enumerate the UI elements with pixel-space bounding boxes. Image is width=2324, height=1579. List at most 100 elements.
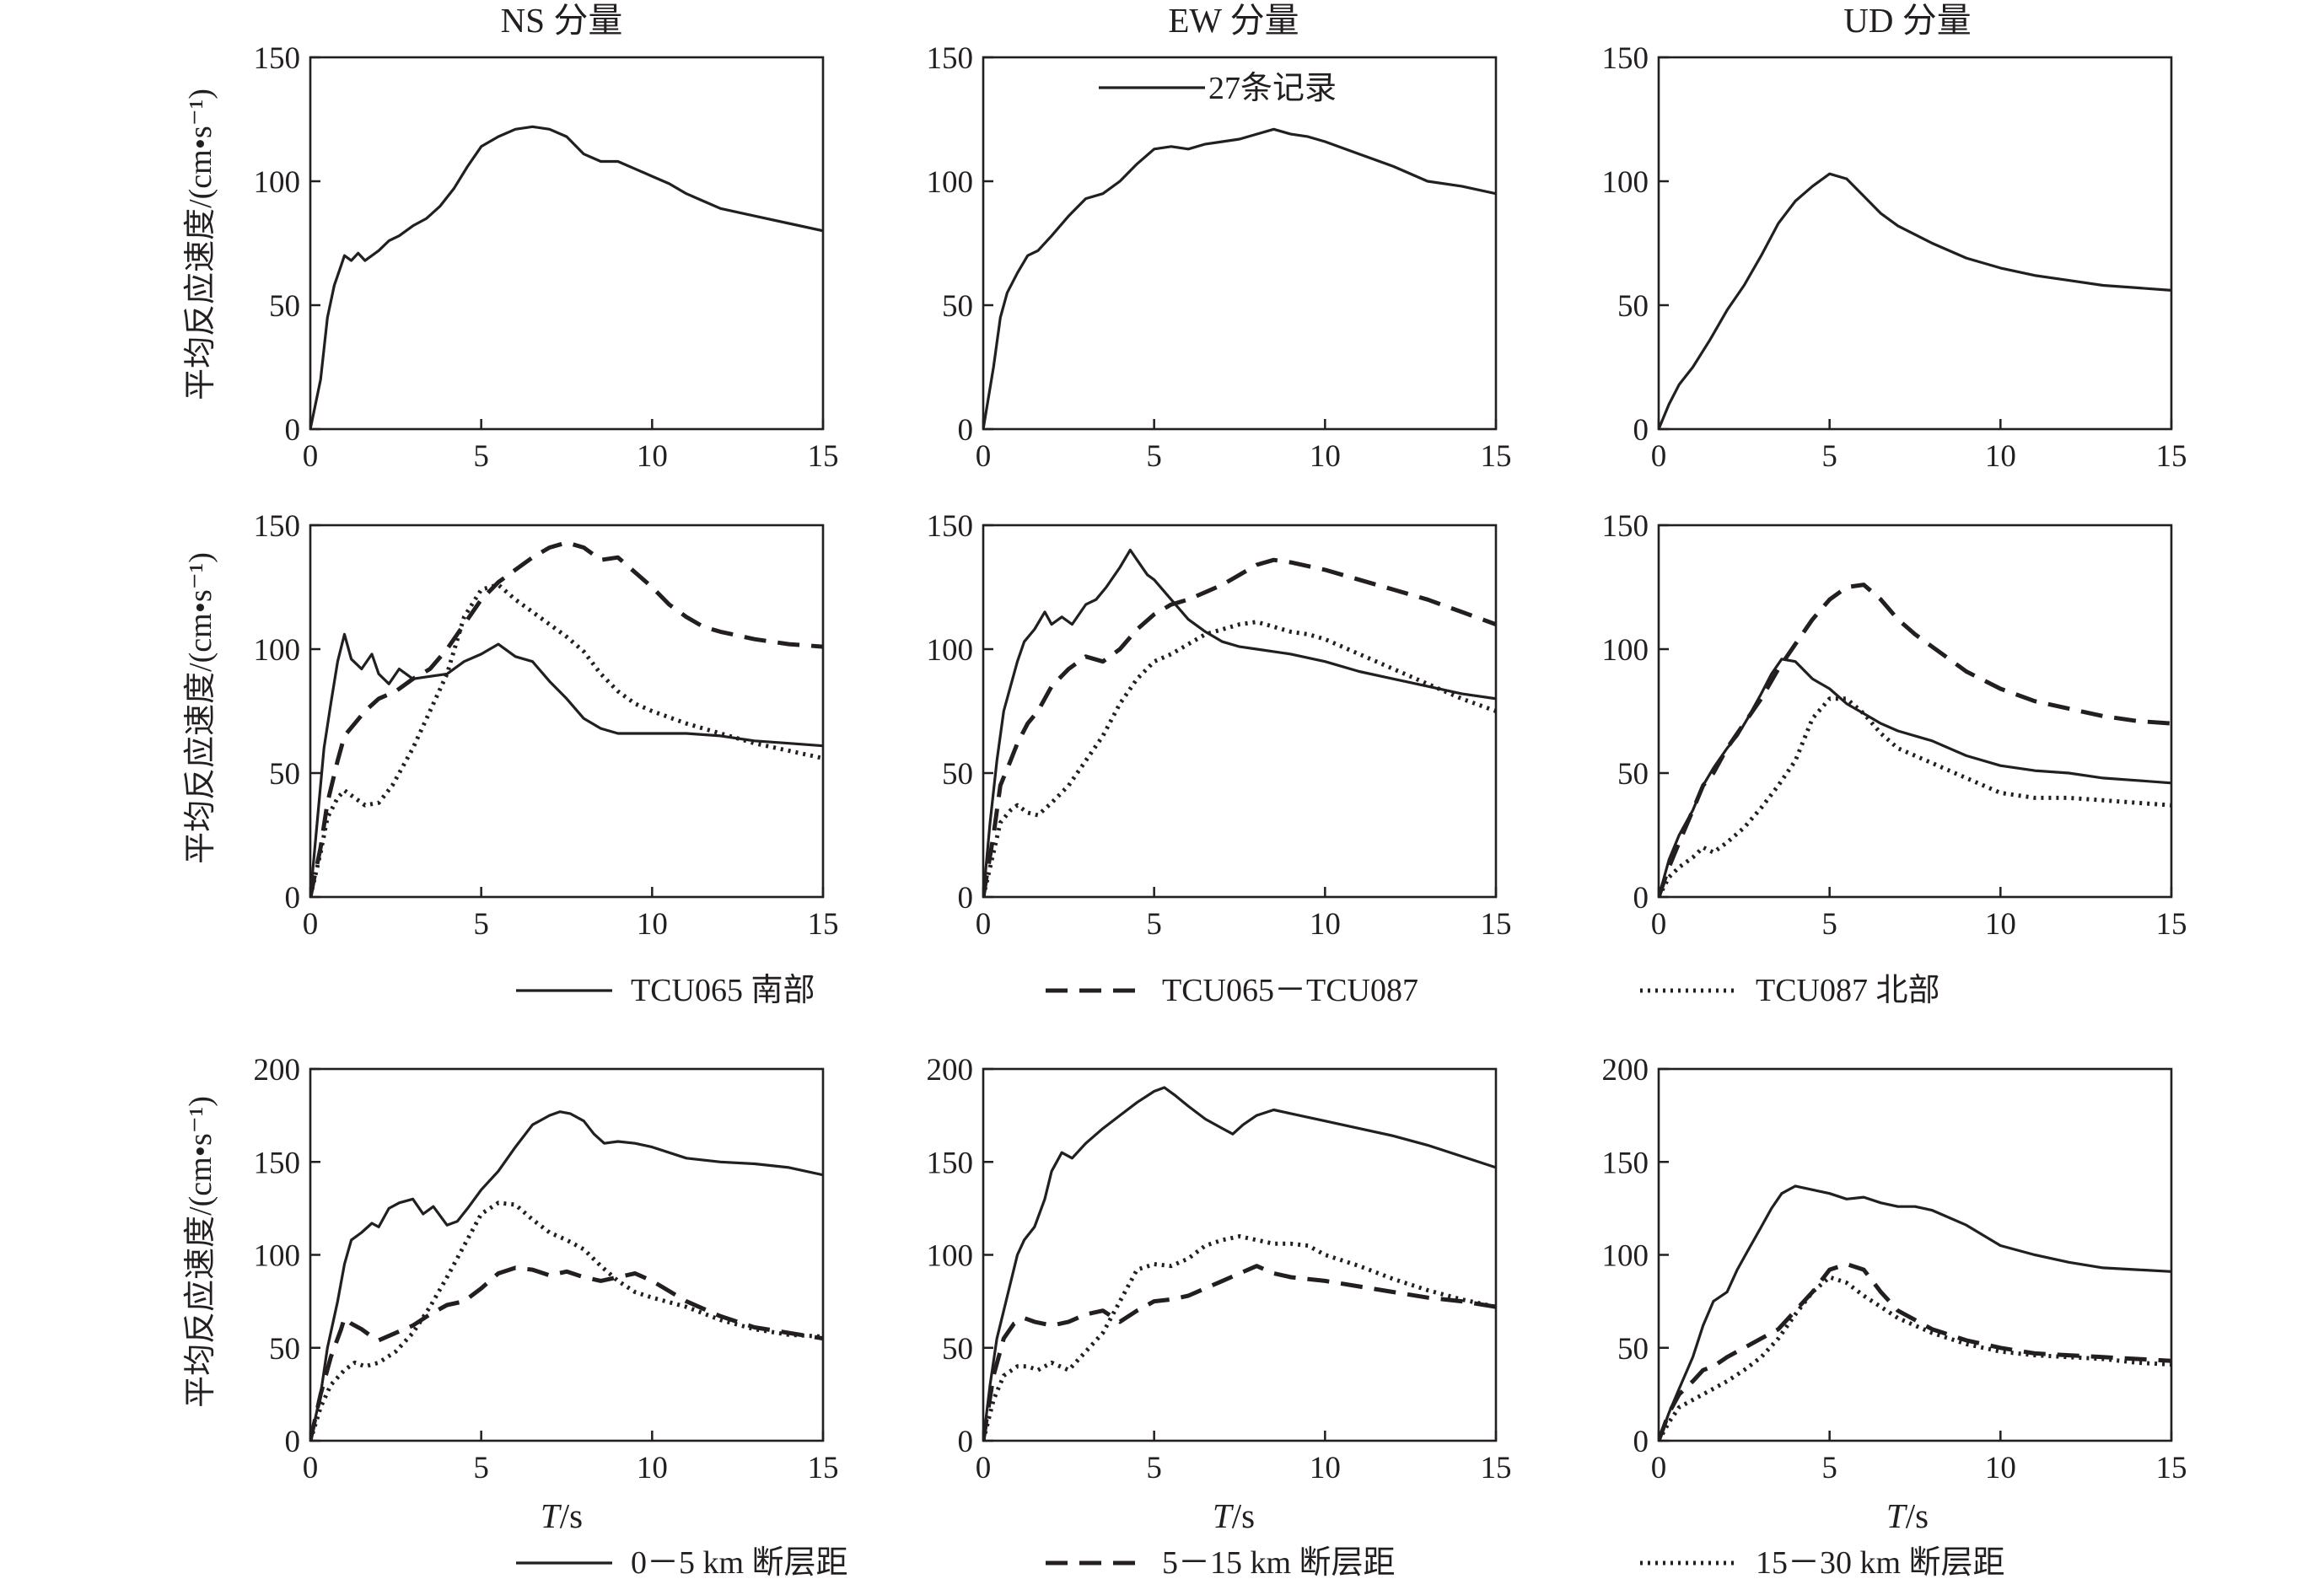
series-line-solid bbox=[1659, 172, 2171, 430]
y-axis-label-row-2: 平均反应速度/(cm•s⁻¹) bbox=[183, 552, 218, 864]
x-tick-label: 0 bbox=[976, 1451, 992, 1485]
plot-frame bbox=[1657, 56, 2173, 431]
plot-frame bbox=[982, 56, 1498, 431]
series-line-dashed bbox=[1659, 583, 2171, 898]
x-tick-label: 10 bbox=[637, 1451, 668, 1485]
plot-frame bbox=[309, 1067, 825, 1442]
y-tick-label: 0 bbox=[285, 881, 301, 916]
chart-panel-r2c2: 0 50 100 150 0 5 10 15 bbox=[927, 509, 1512, 942]
x-tick-label: 5 bbox=[1821, 907, 1837, 942]
x-tick-label: 10 bbox=[1310, 1451, 1341, 1485]
x-tick-label: 10 bbox=[1310, 907, 1341, 942]
y-tick-label: 50 bbox=[269, 289, 300, 324]
legend-label-5-15km: 5－15 km 断层距 bbox=[1162, 1545, 1396, 1579]
y-tick-label: 150 bbox=[927, 509, 974, 544]
x-tick-label: 0 bbox=[976, 439, 992, 474]
plot-frame bbox=[982, 1067, 1498, 1442]
x-tick-label: 15 bbox=[808, 907, 839, 942]
x-tick-label: 5 bbox=[1821, 1451, 1837, 1485]
x-tick-label: 15 bbox=[1481, 1451, 1512, 1485]
series-line-dashed bbox=[310, 540, 823, 898]
x-tick-label: 5 bbox=[1146, 439, 1162, 474]
x-tick-label: 10 bbox=[1985, 439, 2016, 474]
series-line-solid bbox=[1659, 1184, 2171, 1442]
x-tick-label: 5 bbox=[1821, 439, 1837, 474]
y-tick-label: 100 bbox=[1602, 165, 1649, 200]
series-line-solid bbox=[310, 1110, 823, 1442]
x-tick-label: 15 bbox=[1481, 439, 1512, 474]
series-line-solid bbox=[1659, 658, 2171, 898]
y-axis-label-row-3: 平均反应速度/(cm•s⁻¹) bbox=[183, 1096, 218, 1408]
y-tick-label: 50 bbox=[942, 289, 973, 324]
series-line-solid bbox=[983, 548, 1496, 898]
series-line-solid bbox=[310, 125, 823, 430]
x-tick-label: 10 bbox=[637, 439, 668, 474]
series-line-dotted bbox=[310, 583, 823, 898]
chart-panel-r1c3: 0 50 100 150 0 5 10 15 bbox=[1602, 41, 2187, 474]
y-tick-label: 0 bbox=[1633, 1425, 1649, 1459]
series-line-dashed bbox=[310, 1265, 823, 1442]
series-line-solid bbox=[983, 1086, 1496, 1442]
series-line-dotted bbox=[1659, 696, 2171, 899]
plot-frame bbox=[309, 56, 825, 431]
y-tick-label: 0 bbox=[285, 413, 301, 448]
y-tick-label: 0 bbox=[958, 413, 974, 448]
x-axis-label-col-1: T/s bbox=[541, 1496, 583, 1535]
chart-panel-r1c1: 0 50 100 150 0 5 10 15 bbox=[254, 41, 839, 474]
y-tick-label: 50 bbox=[942, 757, 973, 792]
legend-label-0-5km: 0－5 km 断层距 bbox=[631, 1545, 848, 1579]
y-tick-label: 100 bbox=[1602, 1239, 1649, 1274]
chart-panel-r2c1: 0 50 100 150 0 5 10 15 bbox=[254, 509, 839, 942]
x-tick-label: 15 bbox=[1481, 907, 1512, 942]
series-line-solid bbox=[983, 127, 1496, 430]
x-tick-label: 15 bbox=[2156, 439, 2187, 474]
y-tick-label: 150 bbox=[1602, 41, 1649, 76]
series-line-dashed bbox=[983, 1264, 1496, 1442]
chart-panel-r2c3: 0 50 100 150 0 5 10 15 bbox=[1602, 509, 2187, 942]
plot-frame bbox=[1657, 524, 2173, 899]
y-tick-label: 0 bbox=[958, 881, 974, 916]
y-tick-label: 100 bbox=[927, 165, 974, 200]
chart-panel-r3c3: 0 50 100 150 200 0 5 10 15 bbox=[1602, 1053, 2187, 1485]
x-tick-label: 5 bbox=[1146, 907, 1162, 942]
x-tick-label: 0 bbox=[303, 907, 319, 942]
x-tick-label: 10 bbox=[1310, 439, 1341, 474]
y-tick-label: 50 bbox=[1617, 289, 1649, 324]
y-tick-label: 200 bbox=[254, 1053, 301, 1088]
x-tick-label: 0 bbox=[303, 439, 319, 474]
y-tick-label: 200 bbox=[1602, 1053, 1649, 1088]
x-tick-label: 10 bbox=[1985, 907, 2016, 942]
x-axis-label-col-2: T/s bbox=[1213, 1496, 1255, 1535]
x-tick-label: 0 bbox=[1651, 907, 1667, 942]
y-tick-label: 0 bbox=[958, 1425, 974, 1459]
column-title-ud: UD 分量 bbox=[1843, 1, 1971, 40]
chart-panel-r1c2: 0 50 100 150 0 5 10 15 27条记录 bbox=[927, 41, 1512, 474]
y-tick-label: 50 bbox=[269, 1332, 300, 1367]
series-line-dashed bbox=[1659, 1262, 2171, 1442]
x-tick-label: 0 bbox=[303, 1451, 319, 1485]
plot-frame bbox=[1657, 1067, 2173, 1442]
y-axis-label-row-1: 平均反应速度/(cm•s⁻¹) bbox=[183, 89, 218, 400]
x-tick-label: 10 bbox=[1985, 1451, 2016, 1485]
y-tick-label: 150 bbox=[927, 1146, 974, 1180]
plot-frame bbox=[982, 524, 1498, 899]
x-tick-label: 10 bbox=[637, 907, 668, 942]
y-tick-label: 50 bbox=[1617, 1332, 1649, 1367]
series-line-dashed bbox=[983, 557, 1496, 898]
x-tick-label: 15 bbox=[2156, 907, 2187, 942]
x-tick-label: 5 bbox=[1146, 1451, 1162, 1485]
series-line-dotted bbox=[983, 1234, 1496, 1442]
x-tick-label: 15 bbox=[808, 1451, 839, 1485]
x-tick-label: 15 bbox=[2156, 1451, 2187, 1485]
series-line-solid bbox=[310, 632, 823, 898]
x-tick-label: 15 bbox=[808, 439, 839, 474]
y-tick-label: 0 bbox=[1633, 881, 1649, 916]
plot-frame bbox=[309, 524, 825, 899]
legend-label-tcu065-tcu087: TCU065－TCU087 bbox=[1162, 973, 1418, 1008]
y-tick-label: 150 bbox=[1602, 509, 1649, 544]
y-tick-label: 100 bbox=[254, 633, 301, 668]
column-title-ew: EW 分量 bbox=[1168, 1, 1299, 40]
y-tick-label: 50 bbox=[942, 1332, 973, 1367]
y-tick-label: 100 bbox=[254, 1239, 301, 1274]
